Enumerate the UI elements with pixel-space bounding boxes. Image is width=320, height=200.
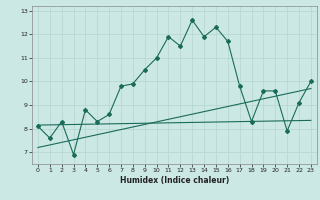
- X-axis label: Humidex (Indice chaleur): Humidex (Indice chaleur): [120, 176, 229, 185]
